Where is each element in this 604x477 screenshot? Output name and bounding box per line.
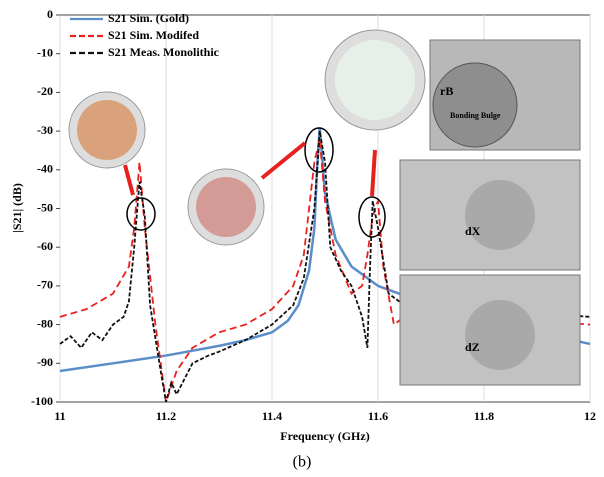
annotation: dX — [465, 224, 481, 238]
y-tick-label: -20 — [37, 84, 53, 98]
caption: (b) — [293, 454, 312, 471]
x-tick-label: 11.4 — [262, 409, 282, 423]
y-tick-label: -60 — [37, 239, 53, 253]
x-tick-label: 11 — [54, 409, 65, 423]
legend-label: S21 Sim. Modifed — [108, 28, 199, 42]
y-tick-label: 0 — [47, 7, 53, 21]
y-tick-label: -100 — [31, 394, 53, 408]
x-tick-label: 11.2 — [156, 409, 176, 423]
x-tick-label: 11.6 — [368, 409, 388, 423]
x-tick-label: 11.8 — [474, 409, 494, 423]
y-tick-label: -70 — [37, 278, 53, 292]
x-axis-label: Frequency (GHz) — [280, 429, 369, 443]
chart: Bonding Bulge rB dX dZ S21 Sim. (Gold) S2… — [0, 0, 604, 477]
x-tick-label: 12 — [584, 409, 596, 423]
annotation: Bonding Bulge — [450, 111, 501, 120]
y-tick-label: -40 — [37, 162, 53, 176]
y-axis-label: |S21| (dB) — [10, 183, 24, 233]
annotation: dZ — [465, 340, 480, 354]
y-tick-label: -30 — [37, 123, 53, 137]
y-tick-label: -80 — [37, 316, 53, 330]
annotation: rB — [440, 84, 453, 98]
legend-label: S21 Meas. Monolithic — [108, 45, 220, 59]
y-tick-label: -10 — [37, 45, 53, 59]
legend-label: S21 Sim. (Gold) — [108, 11, 189, 25]
y-tick-label: -90 — [37, 355, 53, 369]
y-tick-label: -50 — [37, 200, 53, 214]
